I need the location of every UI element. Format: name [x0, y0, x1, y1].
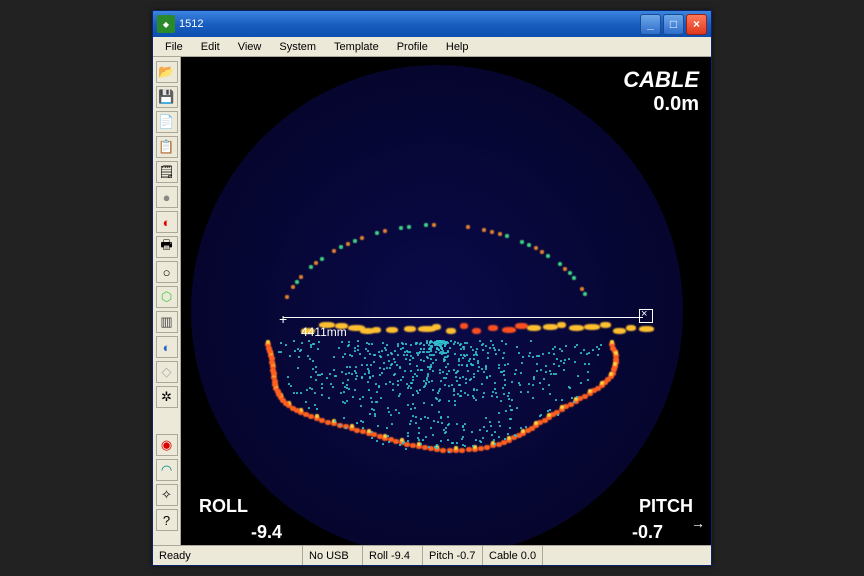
copy-icon[interactable]: 📄 — [156, 111, 178, 133]
app-window: ◆ 1512 _ □ × File Edit View System Templ… — [152, 10, 712, 566]
wand-icon[interactable]: ✧ — [156, 484, 178, 506]
print-icon[interactable]: 🖶 — [156, 236, 178, 258]
menu-profile[interactable]: Profile — [389, 39, 436, 55]
paste-icon[interactable]: 📋 — [156, 136, 178, 158]
fill-icon[interactable]: ◐ — [156, 336, 178, 358]
menu-system[interactable]: System — [271, 39, 324, 55]
measure-value: 4411mm — [301, 325, 347, 339]
compass-icon[interactable]: ✲ — [156, 386, 178, 408]
minimize-button[interactable]: _ — [640, 14, 661, 35]
menu-edit[interactable]: Edit — [193, 39, 228, 55]
app-icon: ◆ — [157, 15, 175, 33]
minimize-icon: _ — [647, 17, 654, 31]
window-title: 1512 — [179, 18, 640, 30]
roll-label: ROLL — [199, 496, 248, 517]
save-icon[interactable]: 💾 — [156, 86, 178, 108]
arrow-icon: → — [691, 515, 705, 531]
sonar-circle — [191, 65, 683, 545]
menu-help[interactable]: Help — [438, 39, 477, 55]
target-red-icon[interactable]: ◉ — [156, 434, 178, 456]
status-usb: No USB — [303, 546, 363, 565]
record-gray-icon[interactable]: ● — [156, 186, 178, 208]
pitch-label: PITCH — [639, 496, 693, 517]
palette-icon[interactable]: ▥ — [156, 311, 178, 333]
pitch-value: -0.7 — [632, 522, 663, 543]
help-icon[interactable]: ? — [156, 509, 178, 531]
measure-line[interactable] — [283, 317, 643, 318]
menu-view[interactable]: View — [230, 39, 270, 55]
peak-icon[interactable]: ◠ — [156, 459, 178, 481]
status-cable: Cable 0.0 — [483, 546, 543, 565]
close-button[interactable]: × — [686, 14, 707, 35]
erase-icon[interactable]: ◇ — [156, 361, 178, 383]
clipboard-icon[interactable]: 🗒 — [156, 161, 178, 183]
status-roll: Roll -9.4 — [363, 546, 423, 565]
cable-label: CABLE — [623, 67, 699, 93]
record-red-icon[interactable]: ◐ — [156, 211, 178, 233]
open-icon[interactable]: 📂 — [156, 61, 178, 83]
toolbar: 📂 💾 📄 📋 🗒 ● ◐ 🖶 ○ ⬡ ▥ ◐ ◇ ✲ ◉ ◠ ✧? — [153, 57, 181, 545]
menubar: File Edit View System Template Profile H… — [153, 37, 711, 57]
body: 📂 💾 📄 📋 🗒 ● ◐ 🖶 ○ ⬡ ▥ ◐ ◇ ✲ ◉ ◠ ✧? CABLE 0.0m ROLL -9.4 … — [153, 57, 711, 545]
menu-template[interactable]: Template — [326, 39, 387, 55]
maximize-button[interactable]: □ — [663, 14, 684, 35]
window-buttons: _ □ × — [640, 14, 707, 35]
status-pitch: Pitch -0.7 — [423, 546, 483, 565]
menu-file[interactable]: File — [157, 39, 191, 55]
measure-end-marker[interactable] — [639, 309, 653, 323]
measure-start-marker[interactable]: + — [279, 311, 287, 327]
close-icon: × — [693, 17, 700, 31]
sonar-canvas[interactable]: CABLE 0.0m ROLL -9.4 PITCH -0.7 → + 4411… — [181, 57, 711, 545]
statusbar: Ready No USB Roll -9.4 Pitch -0.7 Cable … — [153, 545, 711, 565]
titlebar[interactable]: ◆ 1512 _ □ × — [153, 11, 711, 37]
polygon-icon[interactable]: ⬡ — [156, 286, 178, 308]
circle-icon[interactable]: ○ — [156, 261, 178, 283]
roll-value: -9.4 — [251, 522, 282, 543]
maximize-icon: □ — [670, 17, 677, 31]
cable-value: 0.0m — [653, 93, 699, 116]
status-ready: Ready — [153, 546, 303, 565]
